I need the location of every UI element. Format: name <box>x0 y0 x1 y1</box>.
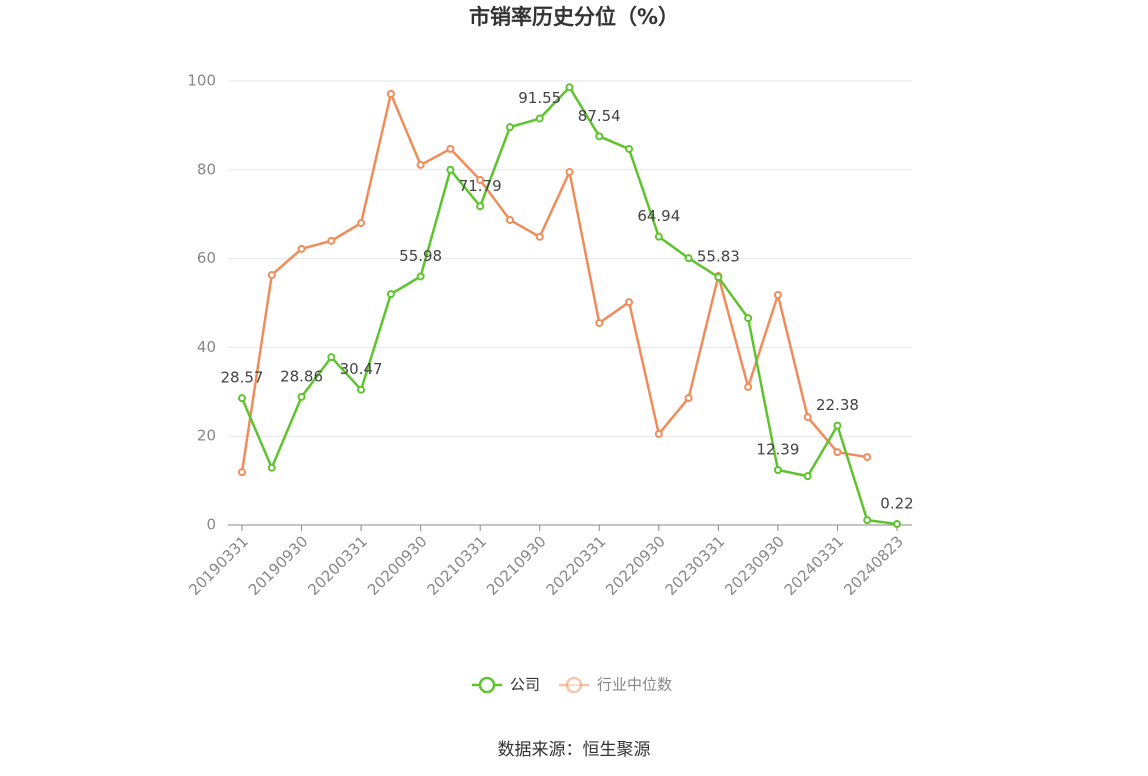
series-line <box>240 89 868 473</box>
data-point <box>833 448 842 457</box>
data-label: 71.79 <box>459 177 502 195</box>
data-point <box>446 165 455 174</box>
data-point <box>744 314 753 323</box>
data-label: 55.83 <box>697 248 740 266</box>
data-point <box>714 273 723 282</box>
data-point <box>267 463 276 472</box>
data-point <box>267 271 276 280</box>
x-tick-label: 20200930 <box>364 532 431 599</box>
data-label: 0.22 <box>880 495 913 513</box>
legend-label: 行业中位数 <box>597 676 672 694</box>
data-point <box>505 123 514 132</box>
data-point <box>773 465 782 474</box>
legend-marker <box>565 676 583 694</box>
data-label: 64.94 <box>637 207 680 225</box>
legend-item[interactable]: 行业中位数 <box>559 676 672 694</box>
source-note: 数据来源：恒生聚源 <box>498 740 651 760</box>
data-point <box>863 516 872 525</box>
data-point <box>595 318 604 327</box>
data-point <box>327 236 336 245</box>
data-point <box>416 160 425 169</box>
data-point <box>684 394 693 403</box>
data-label: 28.57 <box>221 369 264 387</box>
data-label: 12.39 <box>756 440 799 458</box>
data-point <box>238 468 246 477</box>
x-tick-label: 20210930 <box>483 532 550 599</box>
x-tick-label: 20220930 <box>602 532 669 599</box>
data-point <box>357 219 366 228</box>
data-point <box>535 114 544 123</box>
data-point <box>297 244 306 253</box>
data-point <box>863 453 872 462</box>
data-point <box>803 472 812 481</box>
legend-marker <box>478 676 496 694</box>
data-label: 87.54 <box>578 107 621 125</box>
data-point <box>803 413 812 422</box>
data-point <box>565 83 574 92</box>
data-label: 55.98 <box>399 247 442 265</box>
x-tick-label: 20240823 <box>840 532 907 599</box>
data-point <box>327 353 336 362</box>
data-point <box>625 298 634 307</box>
y-tick-label: 20 <box>197 427 216 445</box>
x-tick-label: 20210331 <box>423 532 490 599</box>
data-point <box>476 176 485 185</box>
data-point <box>505 215 514 224</box>
x-tick-label: 20200331 <box>304 532 371 599</box>
data-point <box>535 232 544 241</box>
x-tick-label: 20230930 <box>721 532 788 599</box>
data-point <box>833 421 842 430</box>
x-tick-label: 20190930 <box>245 532 312 599</box>
data-label: 22.38 <box>816 396 859 414</box>
data-point <box>297 392 306 401</box>
data-point <box>476 202 485 211</box>
data-point <box>684 254 693 263</box>
chart-title: 市销率历史分位（%） <box>469 5 679 29</box>
data-point <box>416 272 425 281</box>
data-point <box>744 382 753 391</box>
x-tick-label: 20220331 <box>543 532 610 599</box>
data-point <box>654 232 663 241</box>
y-tick-label: 100 <box>187 72 216 90</box>
data-point <box>654 429 663 438</box>
data-point <box>625 144 634 153</box>
data-label: 91.55 <box>518 89 561 107</box>
data-label: 28.86 <box>280 367 323 385</box>
data-label: 30.47 <box>340 360 383 378</box>
data-point <box>357 385 366 394</box>
data-point <box>773 291 782 300</box>
legend-label: 公司 <box>510 676 540 694</box>
x-tick-label: 20230331 <box>662 532 729 599</box>
data-point <box>446 144 455 153</box>
y-tick-label: 80 <box>197 160 216 178</box>
data-point <box>565 168 574 177</box>
data-point <box>238 394 246 403</box>
y-tick-label: 60 <box>197 249 216 267</box>
data-point <box>386 290 395 299</box>
legend-item[interactable]: 公司 <box>472 676 540 694</box>
data-point <box>595 132 604 141</box>
x-tick-label: 20190331 <box>185 532 252 599</box>
data-point <box>893 520 901 529</box>
y-tick-label: 0 <box>206 516 216 534</box>
y-tick-label: 40 <box>197 338 216 356</box>
series-line <box>240 85 898 526</box>
x-tick-label: 20240331 <box>781 532 848 599</box>
data-point <box>386 89 395 98</box>
